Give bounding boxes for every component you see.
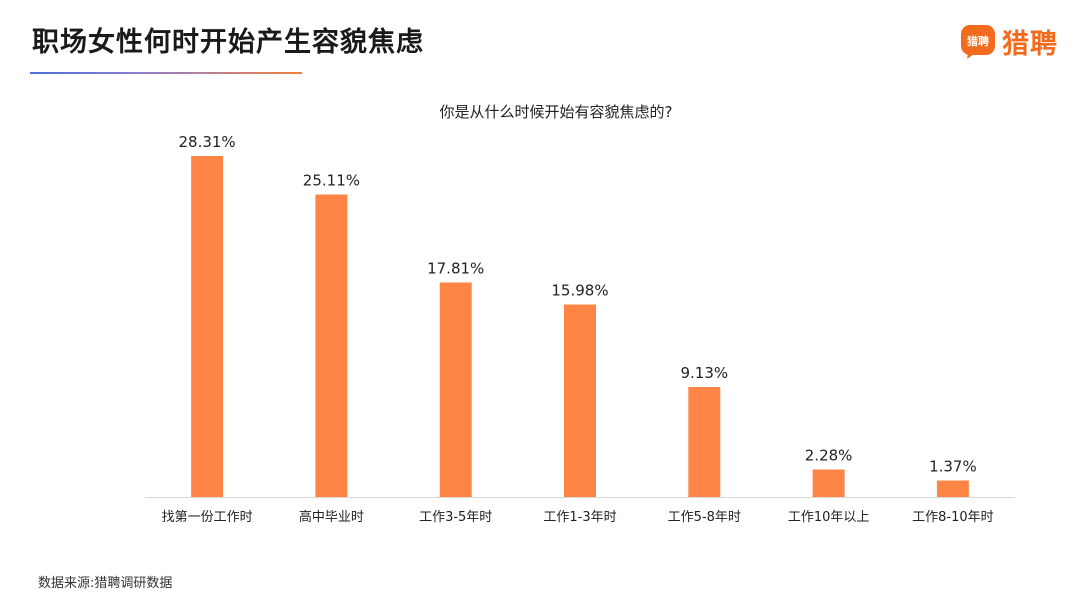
logo-badge-icon: 猎聘: [960, 24, 996, 60]
x-tick-label-5: 工作5-8年时: [668, 510, 741, 525]
bars-layer: 28.31% 找第一份工作时 25.11% 高中毕业时 17.81% 工作3-5年时 15.…: [162, 133, 994, 525]
x-tick-label-2: 高中毕业时: [299, 509, 364, 525]
bar-chart: 你是从什么时候开始有容貌焦虑的? 28.31% 找第一份工作时 25.11% 高中毕业…: [145, 103, 1015, 525]
bar-2: [315, 194, 348, 497]
bar-value-label-3: 17.81%: [427, 260, 484, 278]
x-tick-label-7: 工作8-10年时: [912, 510, 994, 525]
bar-value-label-5: 9.13%: [680, 364, 728, 382]
bar-4: [564, 304, 596, 497]
page-title: 职场女性何时开始产生容貌焦虑: [32, 27, 424, 58]
logo-text: 猎聘: [1002, 29, 1058, 60]
bar-value-label-7: 1.37%: [929, 458, 977, 476]
data-source-note: 数据来源:猎聘调研数据: [38, 576, 173, 591]
title-underline: [30, 72, 302, 74]
chart-title: 你是从什么时候开始有容貌焦虑的?: [440, 103, 673, 121]
brand-logo: 猎聘 猎聘: [960, 22, 1058, 61]
bar-3: [439, 282, 472, 497]
logo-badge-text: 猎聘: [967, 34, 989, 48]
bar-value-label-4: 15.98%: [551, 282, 608, 300]
bar-value-label-2: 25.11%: [303, 172, 360, 190]
bar-value-label-6: 2.28%: [805, 447, 853, 465]
bar-6: [812, 469, 845, 497]
x-tick-label-3: 工作3-5年时: [419, 510, 492, 525]
x-tick-label-1: 找第一份工作时: [162, 510, 253, 525]
x-tick-label-6: 工作10年以上: [788, 510, 870, 525]
bar-5: [688, 387, 721, 497]
bar-1: [191, 156, 224, 497]
bar-7: [936, 480, 969, 497]
bar-value-label-1: 28.31%: [178, 133, 235, 151]
x-tick-label-4: 工作1-3年时: [543, 510, 616, 525]
